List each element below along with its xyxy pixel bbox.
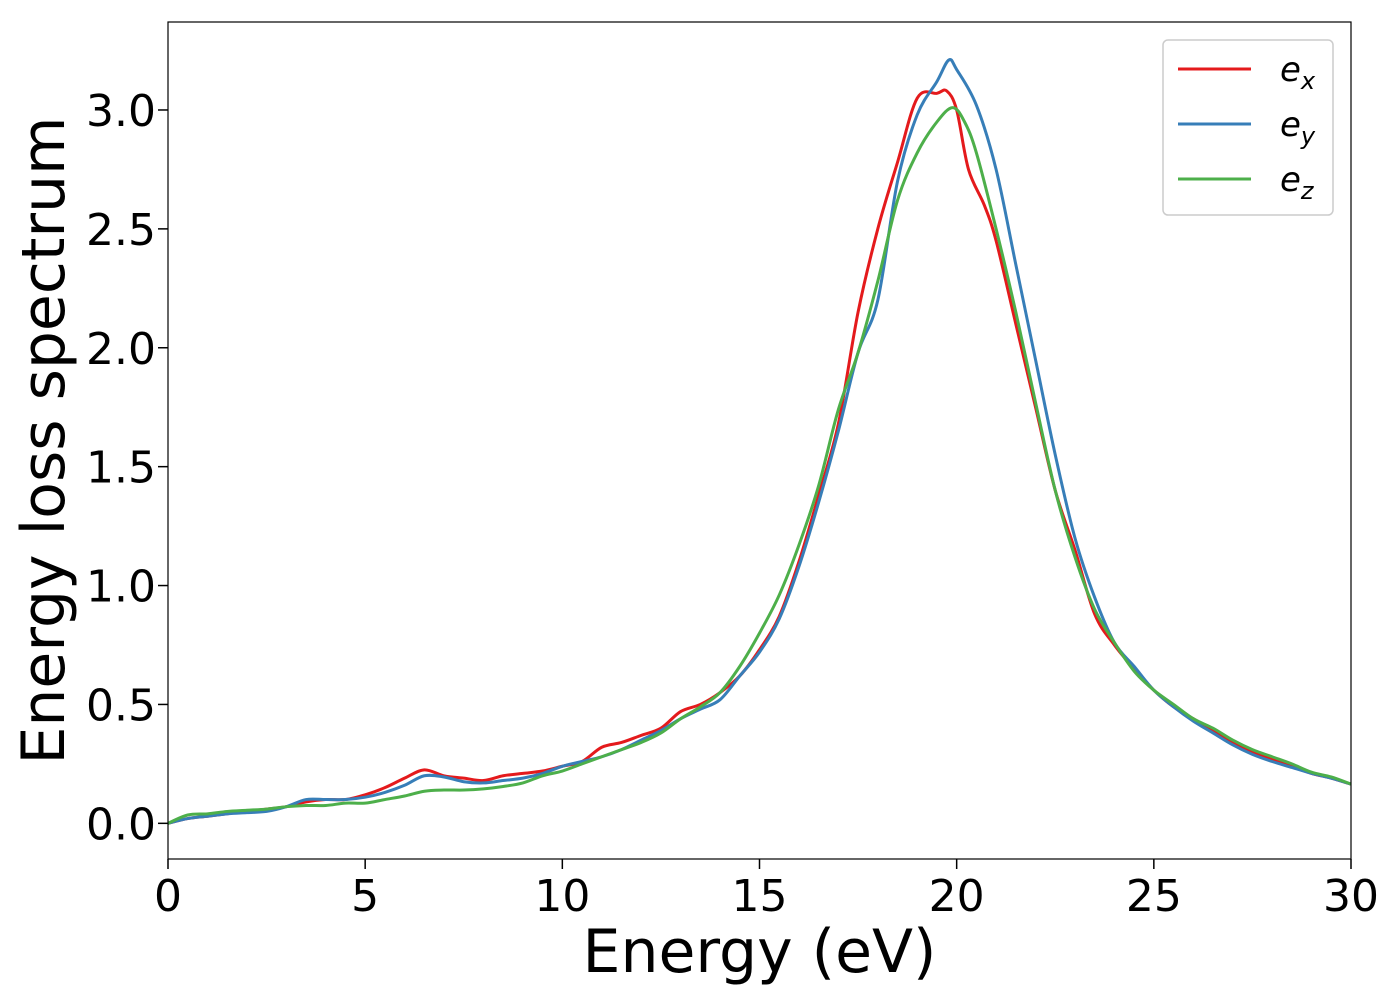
x-axis-label: Energy (eV)	[583, 917, 937, 987]
y-tick-label: 0.5	[86, 680, 156, 731]
legend-name: e	[1280, 105, 1301, 145]
y-axis-ticks: 0.0 0.5 1.0 1.5 2.0 2.5 3.0	[86, 86, 168, 850]
legend-entry: ey	[1280, 105, 1316, 150]
legend-entry: ex	[1280, 50, 1316, 95]
y-tick-label: 1.0	[86, 562, 156, 613]
legend-entry: ez	[1280, 160, 1315, 205]
y-axis-label: Energy loss spectrum	[9, 116, 79, 764]
legend-box	[1162, 39, 1334, 216]
x-tick-label: 0	[154, 871, 182, 922]
y-tick-label: 1.5	[86, 443, 156, 494]
series-line-ez	[168, 106, 1351, 825]
y-tick-label: 2.5	[86, 205, 156, 256]
x-axis-ticks: 0 5 10 15 20 25 30	[154, 859, 1379, 922]
legend-subscript: z	[1300, 177, 1315, 205]
y-tick-label: 2.0	[86, 324, 156, 375]
x-tick-label: 25	[1126, 871, 1182, 922]
y-tick-label: 3.0	[86, 86, 156, 137]
legend-subscript: x	[1300, 67, 1316, 95]
series-lines	[168, 58, 1351, 825]
x-tick-label: 10	[534, 871, 590, 922]
legend-name: e	[1280, 50, 1301, 90]
series-line-ey	[168, 58, 1351, 825]
x-tick-label: 15	[732, 871, 788, 922]
x-tick-label: 5	[351, 871, 379, 922]
legend-subscript: y	[1300, 122, 1316, 150]
legend-name: e	[1280, 160, 1301, 200]
x-tick-label: 30	[1323, 871, 1379, 922]
x-tick-label: 20	[929, 871, 985, 922]
y-tick-label: 0.0	[86, 799, 156, 850]
